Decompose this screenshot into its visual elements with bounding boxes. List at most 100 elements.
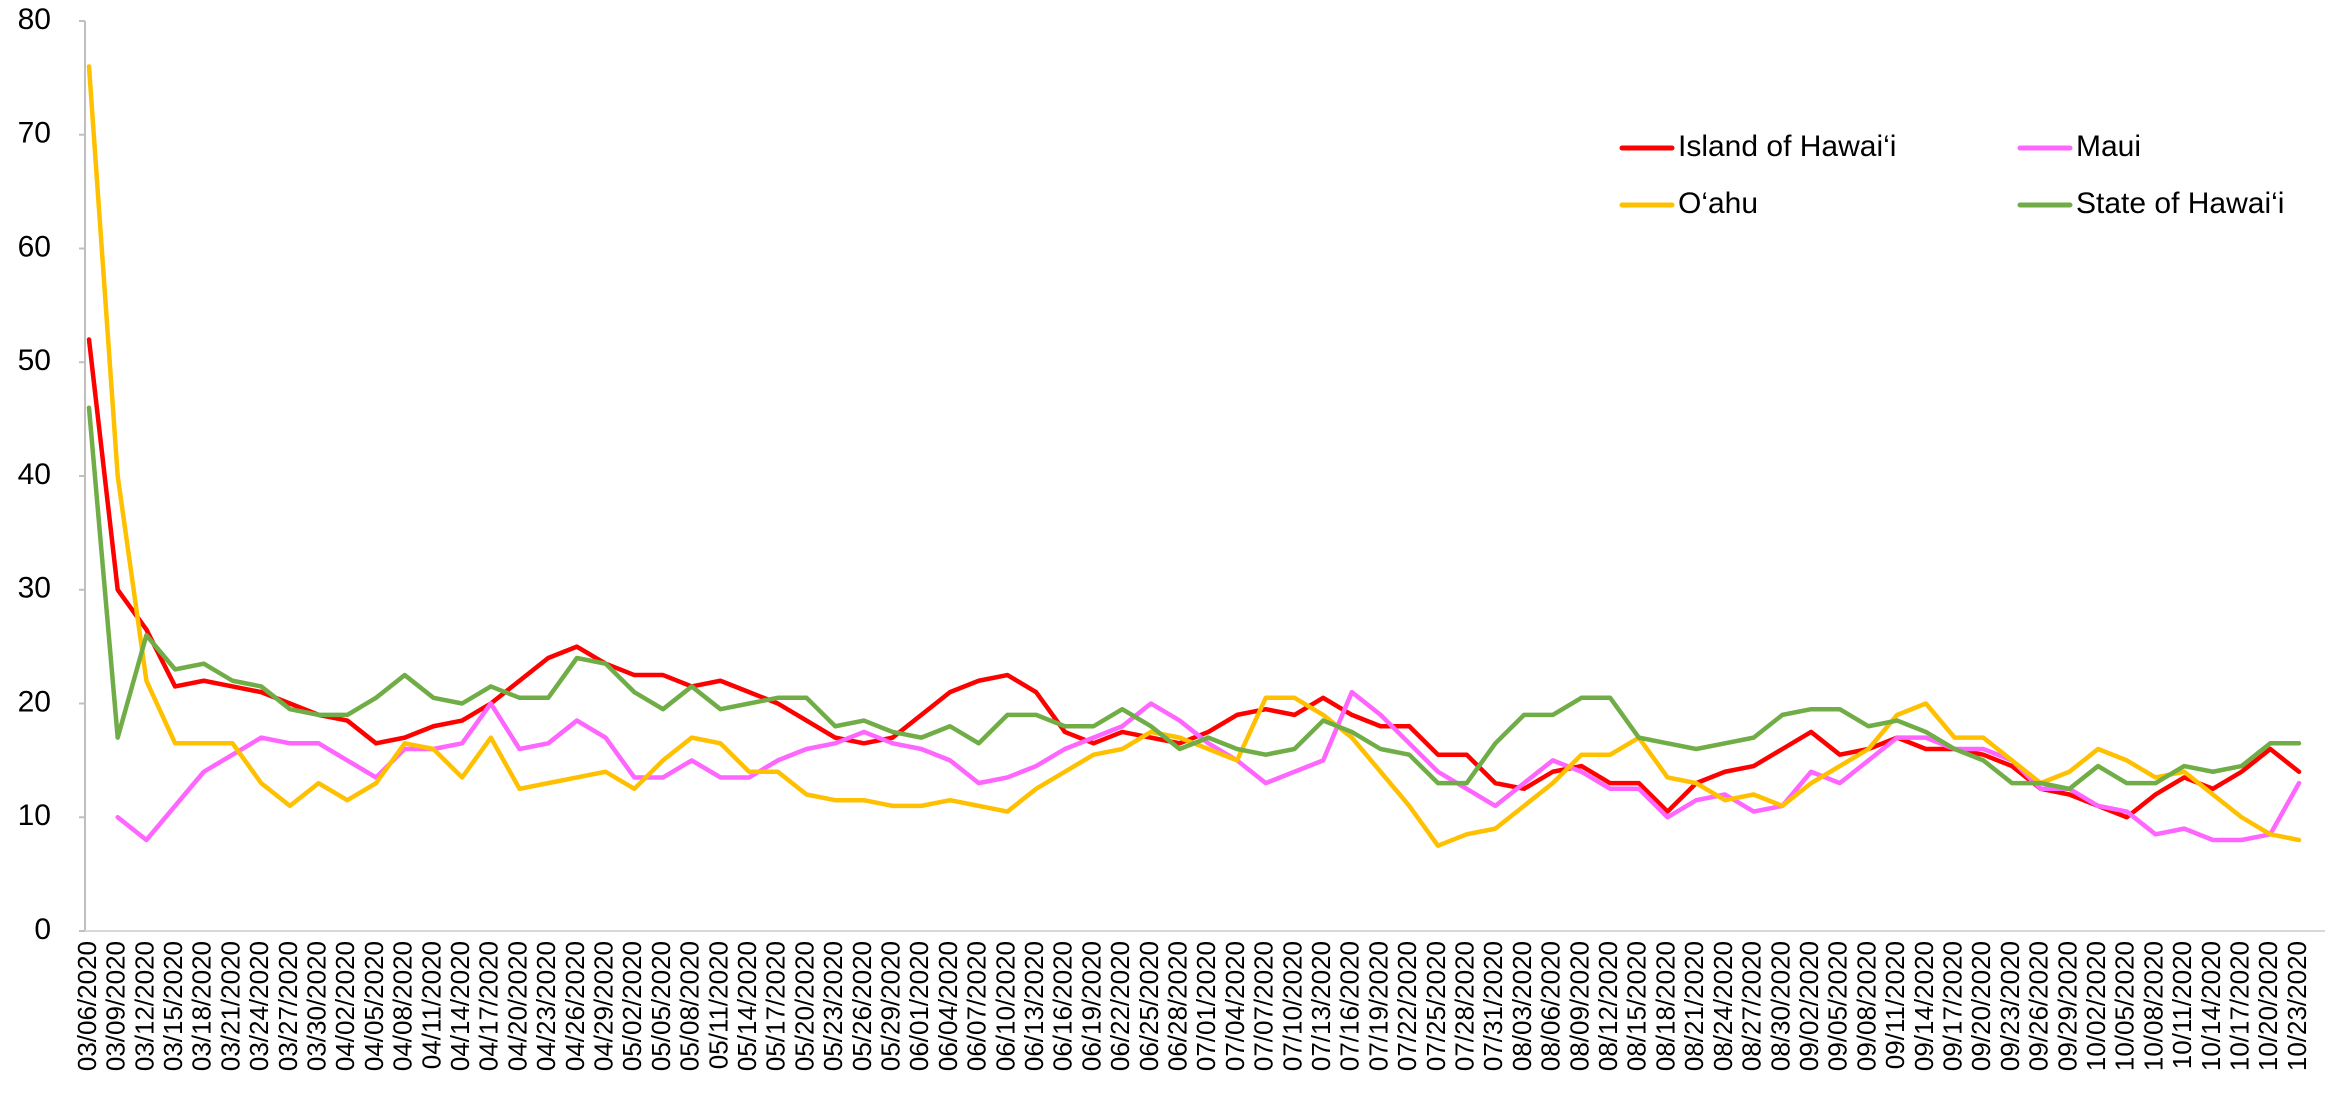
x-tick-label: 08/21/2020 — [1679, 941, 1709, 1071]
x-tick-label: 05/23/2020 — [818, 941, 848, 1071]
x-tick-label: 03/27/2020 — [273, 941, 303, 1071]
legend-label: Island of Hawai‘i — [1678, 130, 1896, 163]
x-tick-label: 04/11/2020 — [416, 941, 446, 1069]
x-tick-label: 03/15/2020 — [158, 941, 188, 1071]
y-tick-label: 10 — [18, 799, 51, 832]
x-tick-label: 07/04/2020 — [1220, 941, 1250, 1071]
x-tick-label: 09/26/2020 — [2024, 941, 2054, 1071]
x-tick-label: 07/28/2020 — [1450, 941, 1480, 1071]
x-tick-label: 03/12/2020 — [129, 941, 159, 1071]
x-tick-label: 08/27/2020 — [1737, 941, 1767, 1071]
x-tick-label: 07/10/2020 — [1277, 941, 1307, 1071]
x-tick-label: 04/05/2020 — [359, 941, 389, 1071]
x-tick-label: 09/14/2020 — [1909, 941, 1939, 1071]
y-tick-label: 30 — [18, 572, 51, 605]
y-tick-label: 50 — [18, 344, 51, 377]
x-tick-label: 05/11/2020 — [703, 941, 733, 1069]
x-tick-label: 09/29/2020 — [2052, 941, 2082, 1071]
x-tick-label: 07/07/2020 — [1249, 941, 1279, 1071]
x-tick-label: 08/03/2020 — [1507, 941, 1537, 1071]
x-tick-label: 09/08/2020 — [1851, 941, 1881, 1071]
x-tick-label: 05/17/2020 — [761, 941, 791, 1071]
x-tick-label: 06/10/2020 — [990, 941, 1020, 1071]
x-tick-label: 06/01/2020 — [904, 941, 934, 1071]
x-tick-label: 06/07/2020 — [962, 941, 992, 1071]
x-tick-label: 06/22/2020 — [1105, 941, 1135, 1071]
x-tick-label: 03/06/2020 — [72, 941, 102, 1071]
x-tick-label: 10/23/2020 — [2282, 941, 2312, 1071]
x-tick-label: 05/05/2020 — [646, 941, 676, 1071]
x-tick-label: 04/26/2020 — [560, 941, 590, 1071]
x-tick-label: 08/12/2020 — [1593, 941, 1623, 1071]
legend-label: O‘ahu — [1678, 187, 1758, 220]
series-line — [86, 337, 2302, 820]
x-tick-label: 10/11/2020 — [2167, 941, 2197, 1069]
x-tick-label: 07/13/2020 — [1306, 941, 1336, 1071]
series-line — [86, 405, 2302, 792]
x-tick-label: 03/18/2020 — [187, 941, 217, 1071]
x-tick-label: 09/23/2020 — [1995, 941, 2025, 1071]
x-tick-label: 06/04/2020 — [933, 941, 963, 1071]
x-tick-label: 10/14/2020 — [2196, 941, 2226, 1071]
x-tick-label: 07/25/2020 — [1421, 941, 1451, 1071]
y-tick-label: 0 — [34, 913, 51, 946]
x-tick-label: 06/19/2020 — [1076, 941, 1106, 1071]
x-tick-label: 04/20/2020 — [502, 941, 532, 1071]
legend-label: Maui — [2076, 130, 2141, 163]
y-tick-label: 60 — [18, 230, 51, 263]
x-tick-label: 04/14/2020 — [445, 941, 475, 1071]
legend-item: Maui — [2017, 130, 2141, 163]
x-tick-label: 10/02/2020 — [2081, 941, 2111, 1071]
x-tick-label: 09/02/2020 — [1794, 941, 1824, 1071]
x-tick-label: 05/26/2020 — [847, 941, 877, 1071]
x-tick-label: 06/25/2020 — [1134, 941, 1164, 1071]
x-tick-label: 10/08/2020 — [2138, 941, 2168, 1071]
x-tick-label: 07/19/2020 — [1363, 941, 1393, 1071]
x-tick-label: 05/08/2020 — [675, 941, 705, 1071]
x-tick-label: 08/24/2020 — [1708, 941, 1738, 1071]
x-tick-label: 03/24/2020 — [244, 941, 274, 1071]
x-tick-label: 10/20/2020 — [2253, 941, 2283, 1071]
legend-item: State of Hawai‘i — [2017, 187, 2284, 220]
y-tick-label: 20 — [18, 685, 51, 718]
x-tick-label: 04/29/2020 — [588, 941, 618, 1071]
x-tick-label: 06/13/2020 — [1019, 941, 1049, 1071]
x-tick-label: 08/06/2020 — [1536, 941, 1566, 1071]
legend-item: O‘ahu — [1619, 187, 1758, 220]
x-tick-label: 04/02/2020 — [330, 941, 360, 1071]
x-tick-label: 03/09/2020 — [101, 941, 131, 1071]
x-tick-label: 07/01/2020 — [1191, 941, 1221, 1071]
legend-item: Island of Hawai‘i — [1619, 130, 1896, 163]
x-tick-label: 05/20/2020 — [789, 941, 819, 1071]
legend-label: State of Hawai‘i — [2076, 187, 2284, 220]
x-tick-label: 09/17/2020 — [1937, 941, 1967, 1071]
x-tick-label: 09/20/2020 — [1966, 941, 1996, 1071]
x-tick-label: 09/05/2020 — [1823, 941, 1853, 1071]
x-tick-label: 10/05/2020 — [2110, 941, 2140, 1071]
y-tick-label: 70 — [18, 117, 51, 150]
y-tick-label: 80 — [18, 3, 51, 36]
x-tick-label: 08/30/2020 — [1765, 941, 1795, 1071]
y-tick-label: 40 — [18, 458, 51, 491]
x-tick-label: 10/17/2020 — [2224, 941, 2254, 1071]
x-tick-label: 06/28/2020 — [1163, 941, 1193, 1071]
x-tick-label: 07/31/2020 — [1478, 941, 1508, 1071]
x-tick-label: 04/17/2020 — [474, 941, 504, 1071]
x-tick-label: 06/16/2020 — [1048, 941, 1078, 1071]
x-tick-label: 05/02/2020 — [617, 941, 647, 1071]
x-tick-label: 08/09/2020 — [1564, 941, 1594, 1071]
x-tick-label: 07/16/2020 — [1335, 941, 1365, 1071]
series-line — [115, 689, 2302, 843]
x-tick-label: 04/23/2020 — [531, 941, 561, 1071]
series-line — [86, 64, 2302, 848]
x-tick-label: 03/30/2020 — [301, 941, 331, 1071]
x-tick-label: 09/11/2020 — [1880, 941, 1910, 1069]
x-tick-label: 08/15/2020 — [1622, 941, 1652, 1071]
x-tick-label: 07/22/2020 — [1392, 941, 1422, 1071]
x-tick-label: 04/08/2020 — [388, 941, 418, 1071]
x-tick-label: 08/18/2020 — [1650, 941, 1680, 1071]
x-tick-label: 05/14/2020 — [732, 941, 762, 1071]
x-tick-label: 03/21/2020 — [215, 941, 245, 1071]
